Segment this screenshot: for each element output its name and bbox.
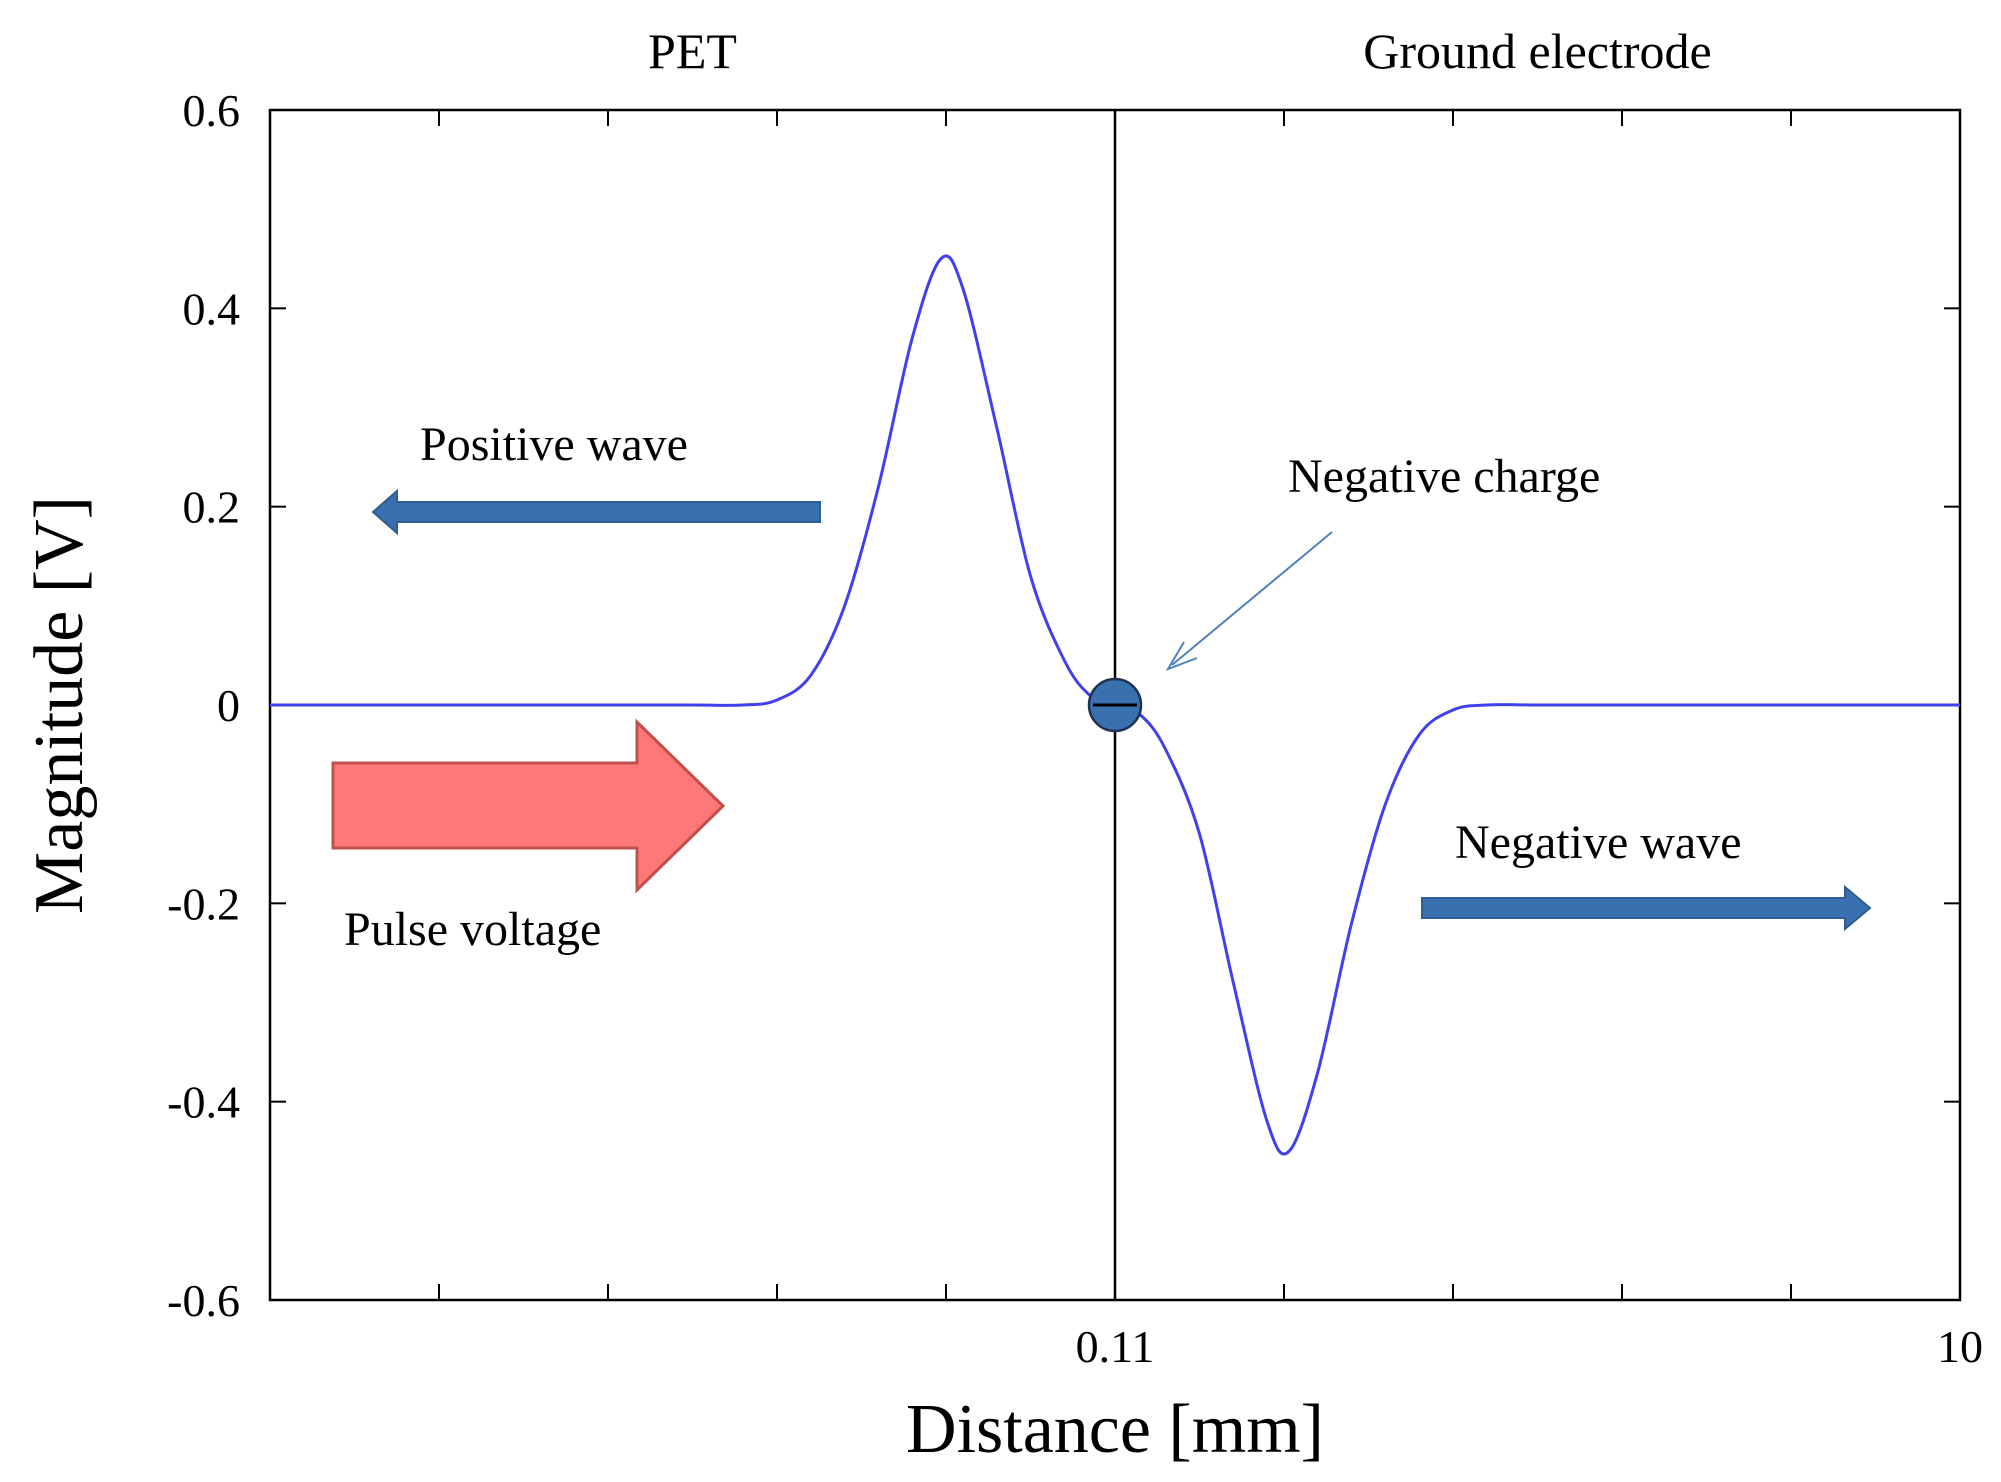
x-axis-title: Distance [mm] — [906, 1391, 1324, 1468]
negative-charge-label: Negative charge — [1288, 450, 1600, 503]
y-axis-ticks: 0.6 0.4 0.2 0 -0.2 -0.4 -0.6 — [167, 85, 1960, 1326]
x-tick-label: 0.11 — [1076, 1321, 1155, 1372]
region-label-ground-electrode: Ground electrode — [1363, 23, 1711, 79]
negative-charge-pointer-head — [1165, 641, 1198, 671]
y-tick-label: 0.6 — [183, 85, 241, 136]
region-label-pet: PET — [648, 23, 737, 79]
negative-charge-pointer-line — [1171, 531, 1333, 666]
y-tick-label: -0.4 — [167, 1077, 240, 1128]
y-tick-label: 0 — [217, 680, 240, 731]
positive-wave-label: Positive wave — [420, 418, 688, 471]
pulse-voltage-label: Pulse voltage — [344, 903, 601, 956]
y-tick-label: -0.2 — [167, 878, 240, 929]
y-axis-title: Magnitude [V] — [21, 496, 98, 914]
y-tick-label: 0.2 — [183, 482, 241, 533]
x-axis-ticks: 0.11 10 — [269, 110, 1983, 1372]
negative-wave-arrow — [1421, 884, 1872, 932]
negative-wave-label: Negative wave — [1455, 816, 1742, 869]
y-tick-label: -0.6 — [167, 1275, 240, 1326]
positive-wave-arrow — [371, 488, 821, 536]
x-tick-label: 10 — [1937, 1321, 1983, 1372]
y-tick-label: 0.4 — [183, 283, 241, 334]
pulse-voltage-arrow — [331, 718, 726, 894]
